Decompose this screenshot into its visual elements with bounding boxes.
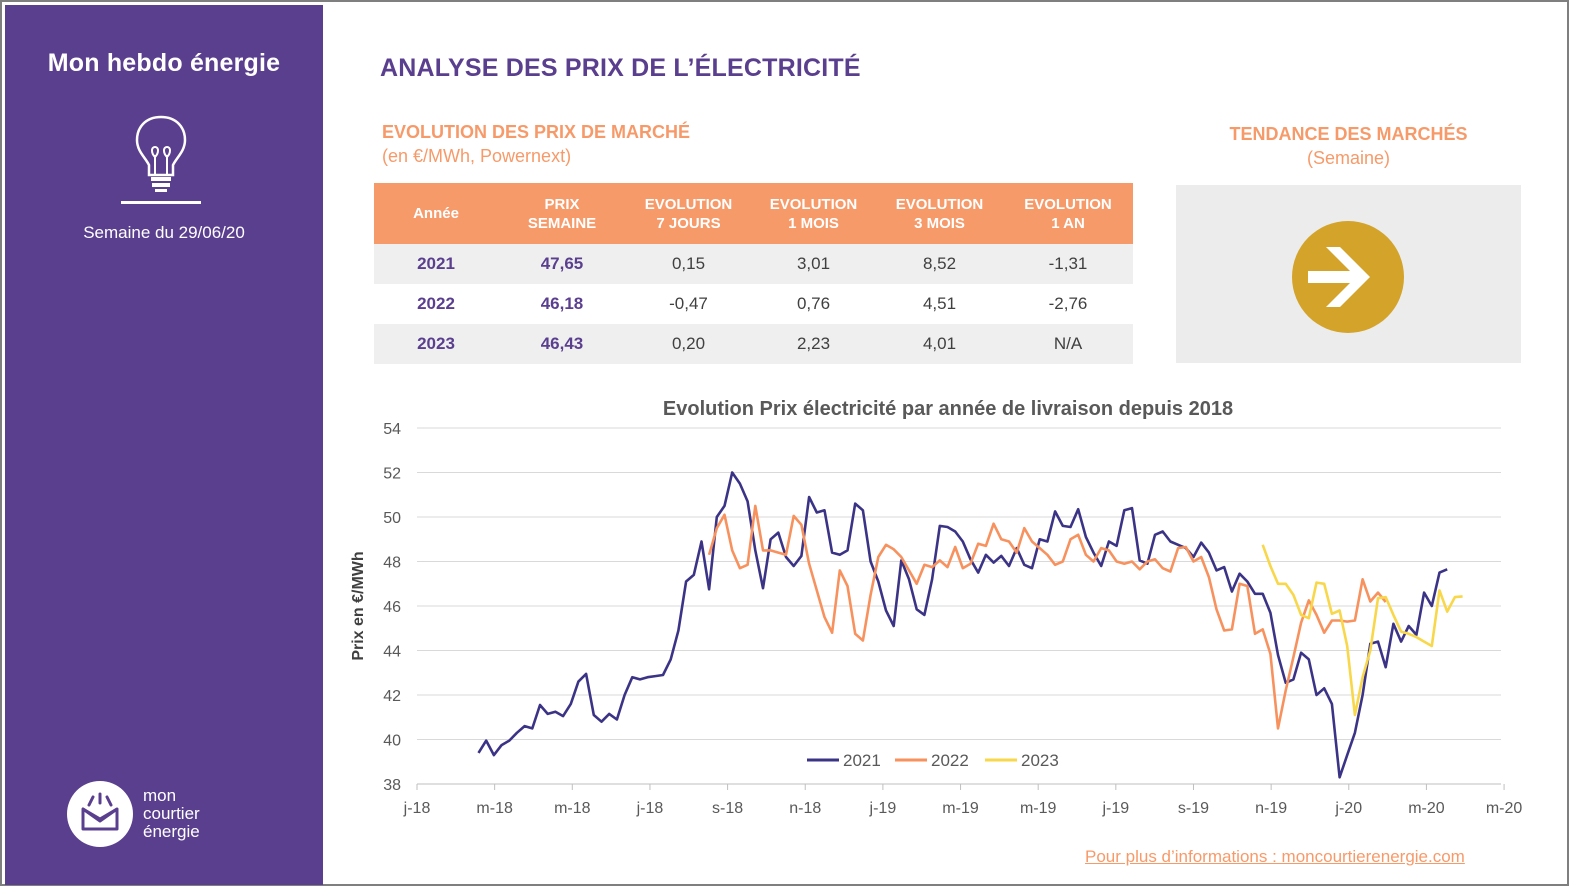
cell-3months: 8,52 xyxy=(876,244,1003,284)
x-tick-label: m-18 xyxy=(554,800,591,817)
sidebar-title: Mon hebdo énergie xyxy=(47,49,281,77)
header-year: Année xyxy=(374,183,498,244)
x-tick-label: s-19 xyxy=(1178,800,1209,817)
x-tick-label: j-19 xyxy=(1101,800,1129,817)
grid-layer xyxy=(417,427,1501,785)
header-1year: EVOLUTION 1 AN xyxy=(1003,183,1133,244)
trend-panel xyxy=(1176,185,1521,363)
cell-1year: -2,76 xyxy=(1048,294,1088,313)
market-section-subtitle: (en €/MWh, Powernext) xyxy=(382,146,572,166)
price-table: Année PRIX SEMAINE EVOLUTION 7 JOURS EVOLU… xyxy=(374,183,1133,364)
cell-7days: 0,20 xyxy=(626,324,751,364)
x-tick-label: n-18 xyxy=(789,800,821,817)
series-layer xyxy=(477,471,1463,779)
logo-line-1: mon xyxy=(143,786,177,805)
logo-line-3: énergie xyxy=(143,822,200,841)
x-tick-label: n-19 xyxy=(1255,800,1287,817)
logo-badge xyxy=(67,781,133,847)
week-label: Semaine du 29/06/20 xyxy=(83,223,245,242)
y-tick-label: 42 xyxy=(383,688,401,705)
y-tick-label: 48 xyxy=(383,555,401,572)
x-tick-label: s-18 xyxy=(712,800,743,817)
legend-label-2021: 2021 xyxy=(843,751,881,770)
cell-1month: 3,01 xyxy=(751,244,876,284)
chart-legend: 2021 2022 2023 xyxy=(807,751,1059,770)
header-7days: EVOLUTION 7 JOURS xyxy=(626,183,751,244)
cell-1month: 0,76 xyxy=(796,294,831,313)
x-tick-label: j-18 xyxy=(403,800,431,817)
logo-line-2: courtier xyxy=(143,804,200,823)
cell-1year: -1,31 xyxy=(1003,244,1133,284)
website-link[interactable]: Pour plus d’informations : moncourtieren… xyxy=(1085,847,1465,866)
series-line-2023 xyxy=(1261,544,1463,717)
legend-label-2023: 2023 xyxy=(1021,751,1059,770)
header-price: PRIX SEMAINE xyxy=(498,183,626,244)
cell-1month: 2,23 xyxy=(751,324,876,364)
axis-layer: 38 40 42 44 46 48 50 52 54 j-18 m-18 m-18 j-18 s-18 n-… xyxy=(383,421,1522,817)
x-tick-label: m-20 xyxy=(1486,800,1522,817)
x-tick-label: j-19 xyxy=(869,800,897,817)
table-row: 2023 46,43 0,20 2,23 4,01 N/A xyxy=(374,324,1133,364)
y-tick-label: 40 xyxy=(383,733,401,750)
x-tick-label: j-18 xyxy=(636,800,664,817)
envelope-crown-icon xyxy=(81,792,119,831)
cell-1year: N/A xyxy=(1003,324,1133,364)
company-logo: mon courtier énergie xyxy=(67,781,247,851)
page-title: ANALYSE DES PRIX DE L’ÉLECTRICITÉ xyxy=(380,54,861,82)
sidebar: Mon hebdo énergie Semaine du 29/06/20 mo… xyxy=(5,5,323,885)
series-line-2022 xyxy=(707,504,1387,730)
x-tick-label: j-20 xyxy=(1334,800,1362,817)
y-tick-label: 54 xyxy=(383,421,401,438)
x-tick-label: m-18 xyxy=(476,800,513,817)
arrow-right-icon xyxy=(1292,221,1404,333)
cell-year: 2022 xyxy=(417,294,455,313)
y-tick-label: 46 xyxy=(383,599,401,616)
table-row: 2021 47,65 0,15 3,01 8,52 -1,31 xyxy=(374,244,1133,284)
header-3months: EVOLUTION 3 MOIS xyxy=(876,183,1003,244)
lightbulb-icon xyxy=(121,115,201,204)
y-axis-label: Prix en €/MWh xyxy=(350,551,367,660)
x-tick-label: m-19 xyxy=(1020,800,1057,817)
trend-section-subtitle: (Semaine) xyxy=(1306,148,1391,168)
price-line-chart: Evolution Prix électricité par année de … xyxy=(350,398,1522,817)
legend-label-2022: 2022 xyxy=(931,751,969,770)
y-tick-label: 44 xyxy=(383,644,401,661)
y-tick-label: 50 xyxy=(383,510,401,527)
cell-year: 2021 xyxy=(374,244,498,284)
x-tick-label: m-19 xyxy=(942,800,979,817)
cell-year: 2023 xyxy=(374,324,498,364)
logo-text: mon courtier énergie xyxy=(143,787,200,841)
y-tick-label: 52 xyxy=(383,466,401,483)
trend-section-title: TENDANCE DES MARCHÉS xyxy=(1229,124,1468,144)
cell-7days: 0,15 xyxy=(626,244,751,284)
chart-title: Evolution Prix électricité par année de … xyxy=(663,398,1233,420)
cell-price: 46,43 xyxy=(498,324,626,364)
price-table-header: Année PRIX SEMAINE EVOLUTION 7 JOURS EVOLU… xyxy=(374,183,1133,244)
header-1month: EVOLUTION 1 MOIS xyxy=(751,183,876,244)
cell-price: 46,18 xyxy=(540,294,584,313)
series-line-2021 xyxy=(477,471,1448,779)
market-section-title: EVOLUTION DES PRIX DE MARCHÉ xyxy=(382,122,691,142)
cell-3months: 4,51 xyxy=(922,294,957,313)
cell-7days: -0,47 xyxy=(669,294,708,313)
y-tick-label: 38 xyxy=(383,777,401,794)
cell-3months: 4,01 xyxy=(876,324,1003,364)
x-tick-label: m-20 xyxy=(1408,800,1445,817)
table-row: 2022 46,18 -0,47 0,76 4,51 -2,76 xyxy=(374,284,1133,324)
cell-price: 47,65 xyxy=(498,244,626,284)
